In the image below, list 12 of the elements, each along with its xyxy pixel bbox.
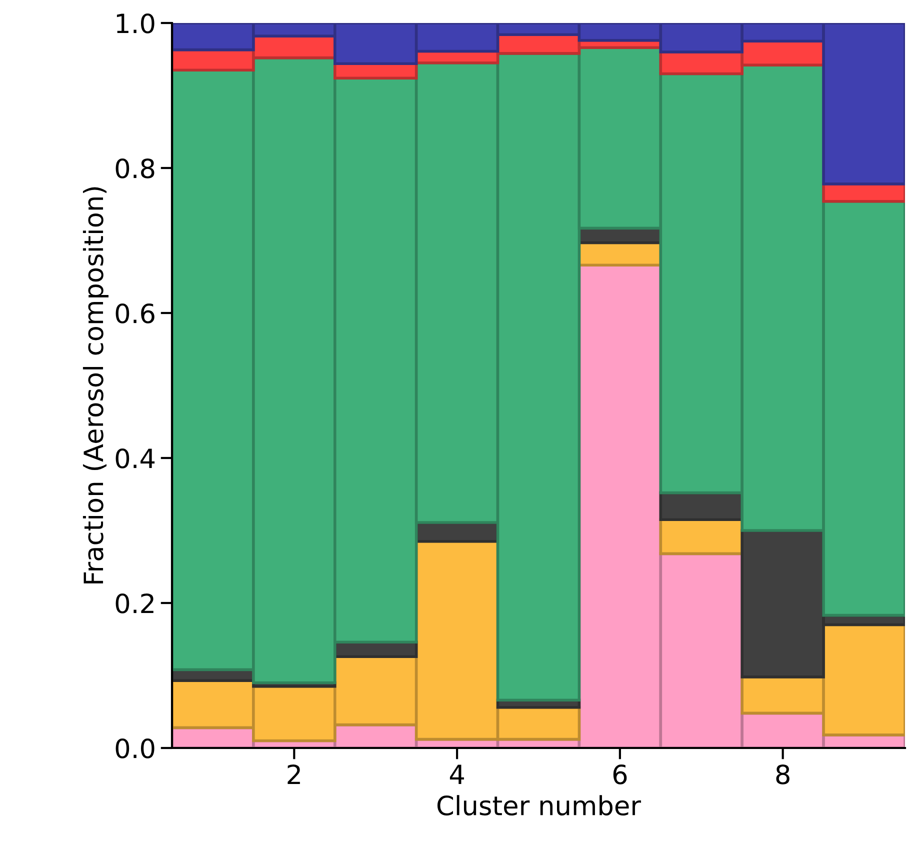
x-tick-label: 4 xyxy=(450,764,464,784)
y-tick-label: 0.0 xyxy=(116,738,154,758)
y-tick-label: 0.6 xyxy=(116,303,154,324)
x-tick-label: 6 xyxy=(613,764,627,784)
x-tick-label: 2 xyxy=(288,764,300,784)
y-tick-label: 0.8 xyxy=(116,158,154,178)
y-tick-label: 1.0 xyxy=(116,13,154,34)
y-tick-label: 0.2 xyxy=(116,593,154,614)
y-tick-label: 0.4 xyxy=(116,448,155,468)
x-tick-label: 8 xyxy=(776,764,790,784)
y-axis-title: Fraction (Aerosol composition) xyxy=(82,187,109,584)
x-axis-title: Cluster number xyxy=(437,795,642,816)
